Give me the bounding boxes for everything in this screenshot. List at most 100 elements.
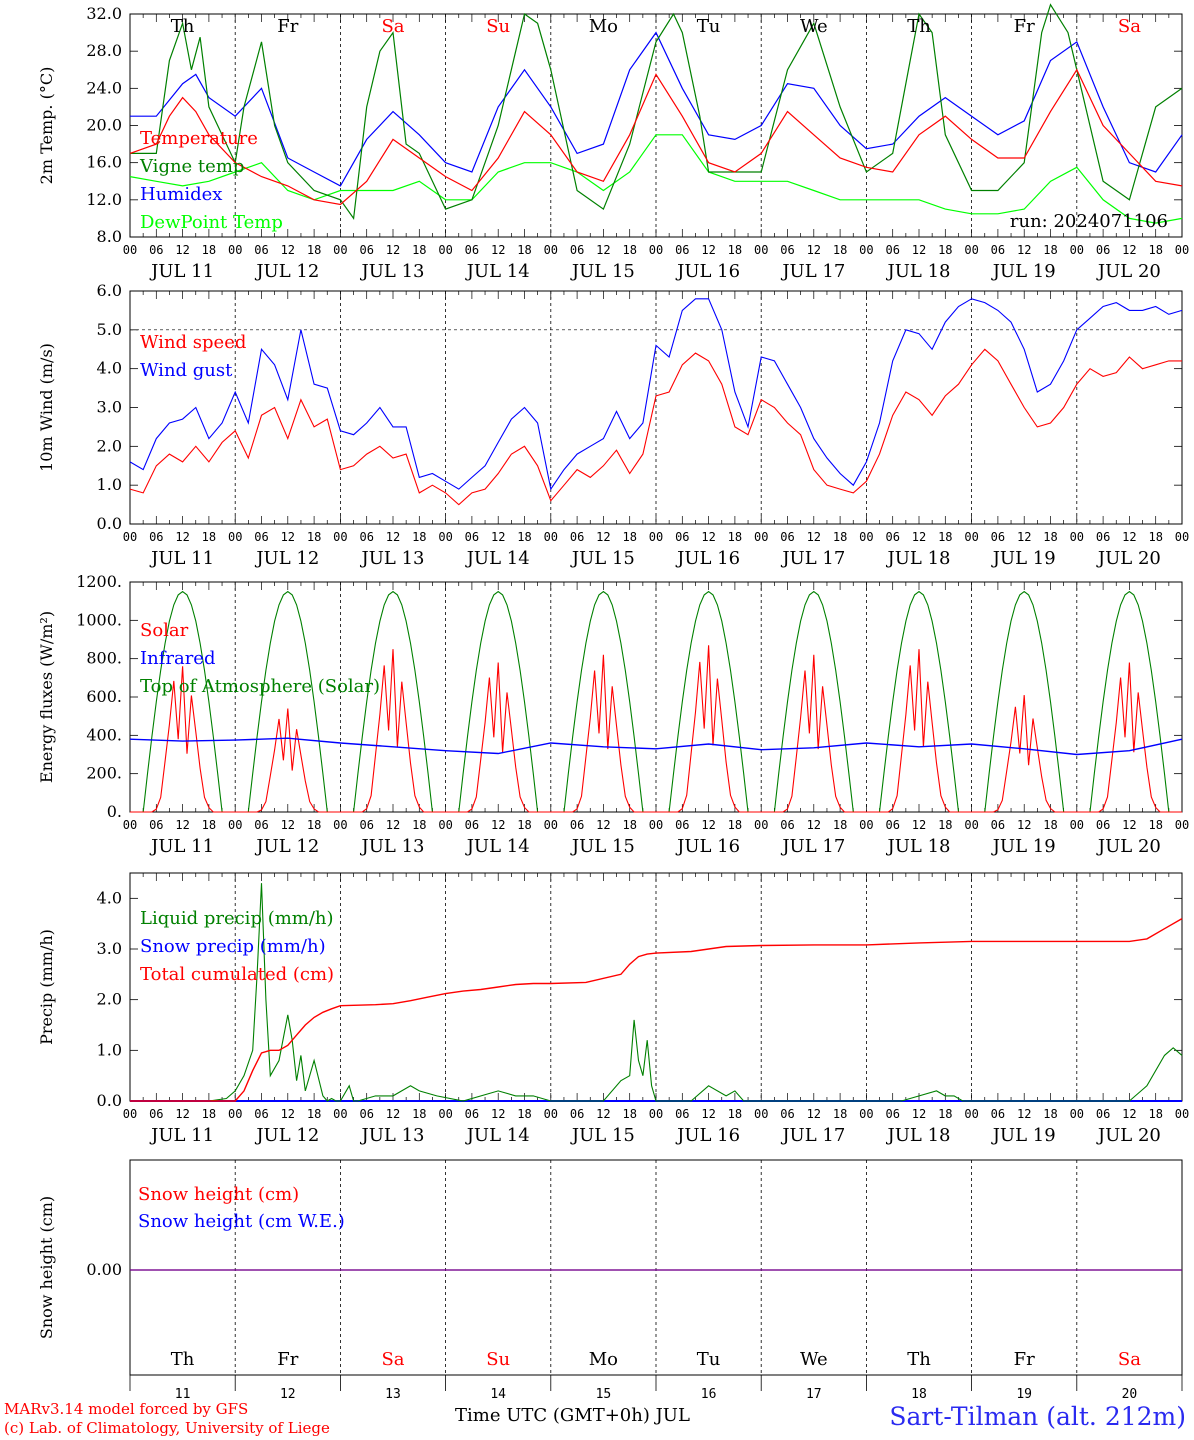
legend-entry: Snow precip (mm/h) [140, 936, 326, 957]
x-date-label: JUL 19 [991, 836, 1056, 857]
x-hour-label: 00 [333, 530, 347, 544]
y-tick-label: 800. [86, 649, 122, 668]
y-tick-label: 1200. [76, 572, 122, 591]
y-axis-label: Energy fluxes (W/m²) [37, 611, 56, 783]
x-date-label: JUL 19 [991, 548, 1056, 569]
x-hour-label: 00 [544, 530, 558, 544]
x-hour-label: 06 [780, 530, 794, 544]
y-tick-label: 32.0 [86, 4, 122, 23]
x-hour-label: 00 [754, 1107, 768, 1121]
x-hour-label: 00 [123, 1107, 137, 1121]
legend-entry: Snow height (cm W.E.) [138, 1211, 345, 1232]
x-day-number: 18 [911, 1387, 927, 1402]
weekday-label: Fr [277, 1349, 298, 1370]
x-date-label: JUL 20 [1096, 548, 1161, 569]
x-hour-label: 18 [833, 1107, 847, 1121]
y-tick-label: 0.0 [97, 1091, 122, 1110]
x-hour-label: 18 [412, 1107, 426, 1121]
y-axis-label: 2m Temp. (°C) [37, 67, 56, 185]
x-hour-label: 18 [1043, 530, 1057, 544]
x-hour-label: 18 [1148, 818, 1162, 832]
x-hour-label: 06 [991, 530, 1005, 544]
x-hour-label: 06 [885, 530, 899, 544]
weekday-label: Tu [697, 16, 721, 37]
y-tick-label: 16.0 [86, 153, 122, 172]
x-hour-label: 00 [123, 530, 137, 544]
x-hour-label: 12 [281, 243, 295, 257]
x-hour-label: 12 [1017, 530, 1031, 544]
x-hour-label: 12 [491, 1107, 505, 1121]
x-hour-label: 00 [859, 530, 873, 544]
x-hour-label: 00 [964, 818, 978, 832]
series-line [129, 348, 1182, 506]
x-hour-label: 12 [1122, 818, 1136, 832]
y-tick-label: 0. [107, 802, 122, 821]
x-hour-label: 12 [491, 243, 505, 257]
series-line [130, 31, 1183, 187]
x-hour-label: 00 [228, 1107, 242, 1121]
x-hour-label: 12 [1122, 530, 1136, 544]
x-hour-label: 00 [544, 243, 558, 257]
x-hour-label: 12 [701, 1107, 715, 1121]
y-tick-label: 5.0 [97, 320, 122, 339]
x-hour-label: 06 [254, 530, 268, 544]
x-hour-label: 06 [254, 818, 268, 832]
run-label: run: 2024071106 [1010, 211, 1168, 232]
x-hour-label: 18 [202, 1107, 216, 1121]
y-tick-label: 400. [86, 725, 122, 744]
x-date-label: JUL 15 [570, 836, 635, 857]
weekday-label: Mo [589, 1349, 618, 1370]
x-hour-label: 00 [228, 818, 242, 832]
x-day-number: 17 [806, 1387, 822, 1402]
legend-entry: Top of Atmosphere (Solar) [140, 676, 380, 697]
x-hour-label: 06 [885, 243, 899, 257]
x-hour-label: 06 [359, 1107, 373, 1121]
x-date-label: JUL 19 [991, 261, 1056, 282]
x-hour-label: 18 [622, 530, 636, 544]
x-hour-label: 06 [149, 530, 163, 544]
x-hour-label: 12 [386, 530, 400, 544]
x-date-label: JUL 14 [465, 261, 530, 282]
x-hour-label: 06 [570, 530, 584, 544]
x-hour-label: 06 [465, 243, 479, 257]
x-hour-label: 06 [359, 243, 373, 257]
x-hour-label: 06 [1096, 530, 1110, 544]
x-date-label: JUL 14 [465, 836, 530, 857]
weekday-label: Fr [1014, 1349, 1035, 1370]
x-hour-label: 12 [175, 1107, 189, 1121]
x-hour-label: 00 [649, 530, 663, 544]
x-hour-label: 00 [1175, 818, 1189, 832]
x-hour-label: 06 [675, 1107, 689, 1121]
x-day-number: 11 [175, 1387, 191, 1402]
legend-entry: Liquid precip (mm/h) [140, 908, 334, 929]
x-hour-label: 12 [175, 243, 189, 257]
weekday-label: Th [171, 16, 195, 37]
x-hour-label: 18 [728, 530, 742, 544]
x-hour-label: 00 [438, 818, 452, 832]
x-hour-label: 00 [859, 1107, 873, 1121]
x-hour-label: 18 [202, 530, 216, 544]
y-tick-label: 1.0 [97, 1040, 122, 1059]
x-hour-label: 12 [386, 243, 400, 257]
x-hour-label: 12 [912, 530, 926, 544]
legend-entry: Total cumulated (cm) [140, 964, 334, 985]
weekday-label: Tu [697, 1349, 721, 1370]
x-hour-label: 06 [254, 243, 268, 257]
x-hour-label: 00 [1070, 243, 1084, 257]
x-hour-label: 12 [1122, 1107, 1136, 1121]
x-hour-label: 18 [1043, 818, 1057, 832]
legend-entry: Snow height (cm) [138, 1184, 299, 1205]
x-hour-label: 00 [649, 243, 663, 257]
weekday-label: Th [907, 1349, 931, 1370]
x-date-label: JUL 16 [675, 548, 740, 569]
x-hour-label: 18 [412, 818, 426, 832]
x-hour-label: 06 [359, 530, 373, 544]
x-hour-label: 00 [1175, 530, 1189, 544]
x-date-label: JUL 11 [149, 1125, 214, 1146]
x-hour-label: 18 [517, 530, 531, 544]
x-hour-label: 18 [517, 818, 531, 832]
x-day-number: 14 [490, 1387, 506, 1402]
x-hour-label: 00 [438, 1107, 452, 1121]
y-tick-label: 20.0 [86, 116, 122, 135]
